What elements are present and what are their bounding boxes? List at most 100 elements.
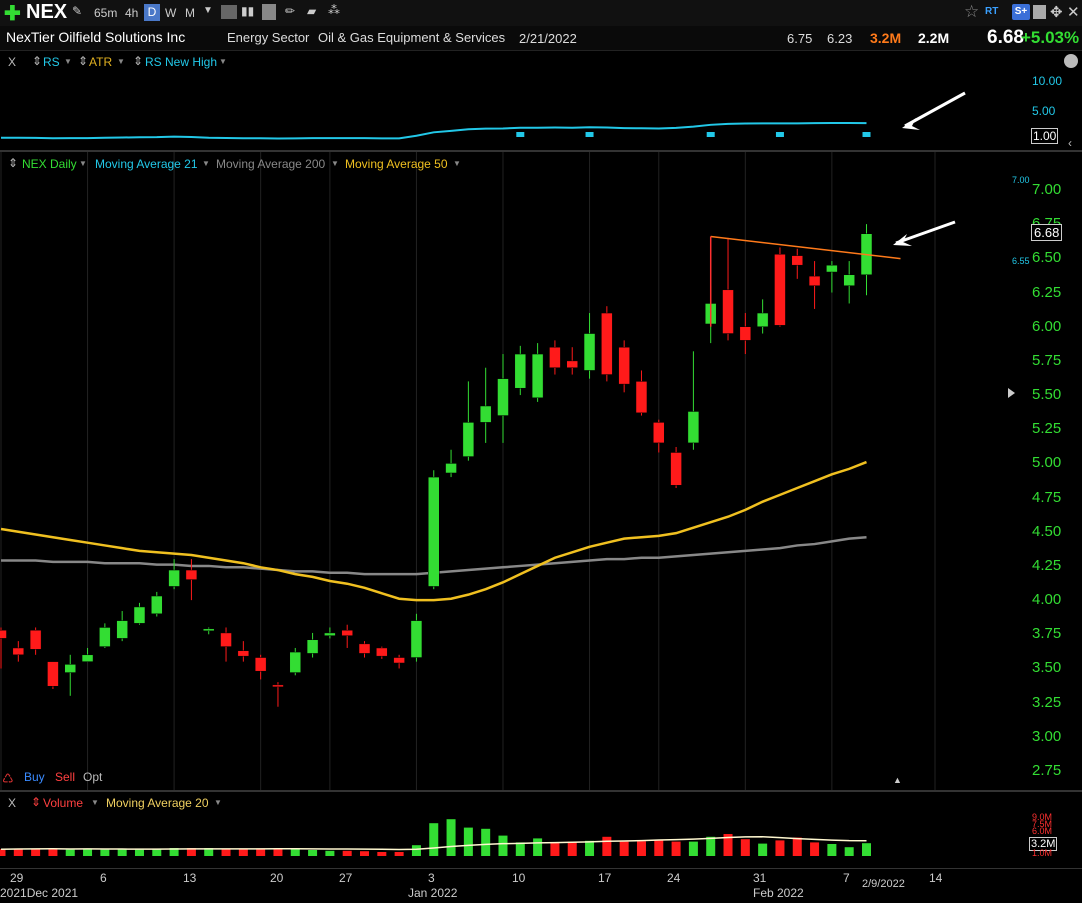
rs-updown-icon[interactable]: ⇕ xyxy=(32,54,43,68)
rsnh-updown-icon[interactable]: ⇕ xyxy=(133,54,144,68)
timeframe-monthly[interactable]: M xyxy=(185,6,195,20)
sell-button[interactable]: Sell xyxy=(55,770,76,784)
volume-bar xyxy=(585,840,595,856)
symbol-label[interactable]: NEX xyxy=(26,1,68,23)
chevron-down-icon[interactable]: ▼ xyxy=(91,798,99,807)
price-axis-label: 6.25 xyxy=(1032,283,1062,301)
volume-bar xyxy=(723,834,733,856)
plus-icon[interactable]: ✚ xyxy=(4,3,21,25)
collapse-icon[interactable]: ‹ xyxy=(1068,136,1072,150)
timeframe-weekly[interactable]: W xyxy=(165,6,177,20)
rs-legend-rs[interactable]: RS xyxy=(43,55,60,69)
legend-volume-ma20[interactable]: Moving Average 20 xyxy=(106,796,209,810)
notes-icon[interactable]: ▰ xyxy=(307,4,317,18)
volume-updown-icon[interactable]: ⇕ xyxy=(31,795,42,809)
x-label: 20 xyxy=(270,871,284,885)
close-icon[interactable]: ✕ xyxy=(1067,4,1080,21)
chevron-down-icon[interactable]: ▼ xyxy=(453,159,461,168)
volume-bar xyxy=(619,841,629,856)
candle-body xyxy=(341,629,353,636)
x-label: 27 xyxy=(339,871,353,885)
legend-ma21[interactable]: Moving Average 21 xyxy=(95,157,198,171)
pin-icon[interactable]: ✎ xyxy=(72,4,83,18)
chevron-down-icon[interactable]: ▼ xyxy=(219,57,227,66)
nex-updown-icon[interactable]: ⇕ xyxy=(8,156,19,170)
x-label: 6 xyxy=(100,871,107,885)
candle-body xyxy=(168,569,180,587)
x-label: 31 xyxy=(753,871,767,885)
opt-button[interactable]: Opt xyxy=(83,770,103,784)
share-icon[interactable]: ⁂ xyxy=(328,3,340,17)
chevron-down-icon[interactable]: ▼ xyxy=(202,159,210,168)
candle-body xyxy=(808,275,821,286)
info-bar: NexTier Oilfield Solutions Inc Energy Se… xyxy=(0,26,1082,51)
rs-axis-5: 5.00 xyxy=(1032,104,1056,118)
atr-updown-icon[interactable]: ⇕ xyxy=(78,54,89,68)
volume-bar xyxy=(65,849,75,856)
volume-bar xyxy=(429,823,439,856)
volume-pane: 9.0M 7.5M 6.0M 3.2M 1.0M xyxy=(0,812,1082,868)
candle-body xyxy=(618,346,630,385)
volume-bar xyxy=(13,848,23,856)
chevron-down-icon[interactable]: ▼ xyxy=(214,798,222,807)
industry-label[interactable]: Oil & Gas Equipment & Services xyxy=(318,30,506,45)
volume-bar xyxy=(256,848,266,856)
volume-bar xyxy=(654,839,664,856)
timeframe-4h[interactable]: 4h xyxy=(125,6,139,20)
star-icon[interactable]: ☆ xyxy=(964,2,980,21)
timeframe-65m[interactable]: 65m xyxy=(94,6,118,20)
x-label-current-date: 2/9/2022 xyxy=(862,878,905,890)
volume-bar xyxy=(810,842,820,856)
volume-bar xyxy=(533,838,543,856)
price-axis-label: 2.75 xyxy=(1032,762,1062,779)
volume-bar xyxy=(238,848,248,856)
candle-body xyxy=(358,643,371,654)
legend-volume[interactable]: Volume xyxy=(43,796,84,810)
vol-axis-1m: 1.0M xyxy=(1032,848,1053,858)
candle-body xyxy=(722,289,734,334)
candle-body xyxy=(479,405,492,423)
timeframe-daily[interactable]: D xyxy=(144,4,160,21)
crosshair-icon[interactable]: ✥ xyxy=(1050,4,1063,21)
buy-button[interactable]: Buy xyxy=(24,770,45,784)
volume-bar xyxy=(827,844,837,856)
save-icon[interactable] xyxy=(1033,5,1046,19)
settings-icon[interactable] xyxy=(1064,54,1078,68)
candle-body xyxy=(462,422,475,457)
volume-bar xyxy=(688,841,698,856)
chevron-down-icon[interactable]: ▼ xyxy=(79,159,87,168)
order-icon[interactable]: ♺ xyxy=(2,771,14,786)
x-label: 2021Dec 2021 xyxy=(0,886,79,900)
legend-nex-daily[interactable]: NEX Daily xyxy=(22,157,77,171)
candle-body xyxy=(220,632,232,647)
chevron-down-icon[interactable]: ▼ xyxy=(117,57,125,66)
chart-type-icon[interactable] xyxy=(221,5,237,19)
stockcharts-icon[interactable]: S+ xyxy=(1012,4,1030,20)
candle-body xyxy=(393,657,405,664)
expand-up-icon[interactable]: ▲ xyxy=(893,775,902,785)
candle-body xyxy=(64,664,76,673)
rs-arrow-line xyxy=(904,91,966,128)
price-pane xyxy=(0,152,1082,790)
rs-legend-atr[interactable]: ATR xyxy=(89,55,113,69)
legend-ma50[interactable]: Moving Average 50 xyxy=(345,157,448,171)
x-label: Jan 2022 xyxy=(408,886,458,900)
candle-body xyxy=(497,378,509,416)
draw-icon[interactable]: ✏ xyxy=(285,4,296,18)
volume-close-button[interactable]: X xyxy=(8,796,17,810)
chevron-down-icon[interactable]: ▼ xyxy=(64,57,72,66)
rs-legend-rs-new-high[interactable]: RS New High xyxy=(145,55,218,69)
legend-ma200[interactable]: Moving Average 200 xyxy=(216,157,326,171)
chevron-down-icon[interactable]: ▼ xyxy=(203,5,213,16)
candle-body xyxy=(531,353,544,399)
rs-close-button[interactable]: X xyxy=(8,55,17,69)
realtime-icon[interactable]: RT xyxy=(985,6,999,17)
company-name: NexTier Oilfield Solutions Inc xyxy=(6,29,186,45)
volume-bar xyxy=(0,849,6,856)
bars-icon[interactable]: ▮▮ xyxy=(241,4,255,18)
candle-body xyxy=(566,360,578,368)
chevron-down-icon[interactable]: ▼ xyxy=(331,159,339,168)
candle-body xyxy=(756,312,769,327)
sector-label[interactable]: Energy Sector xyxy=(227,30,310,45)
calculator-icon[interactable] xyxy=(262,4,276,20)
